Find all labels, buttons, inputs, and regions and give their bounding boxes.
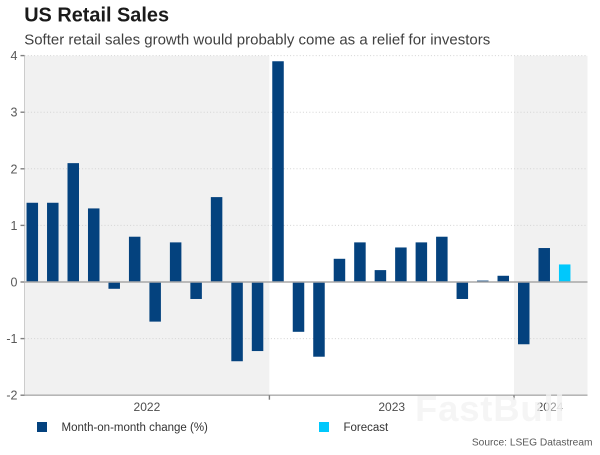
svg-text:2: 2 [11,162,18,176]
svg-text:0: 0 [11,276,18,290]
svg-text:FastBull: FastBull [415,388,565,429]
svg-text:-2: -2 [6,389,17,403]
svg-text:3: 3 [11,106,18,120]
svg-text:-1: -1 [6,332,17,346]
svg-text:Forecast: Forecast [344,422,390,434]
svg-text:Source: LSEG Datastream: Source: LSEG Datastream [472,438,593,449]
svg-text:2022: 2022 [134,400,161,414]
svg-text:Softer retail sales growth wou: Softer retail sales growth would probabl… [24,32,490,49]
svg-text:US Retail Sales: US Retail Sales [24,5,169,27]
svg-text:1: 1 [11,219,18,233]
svg-text:Month-on-month change (%): Month-on-month change (%) [62,422,209,434]
svg-text:2023: 2023 [378,400,405,414]
svg-text:4: 4 [11,49,18,63]
svg-text:2024: 2024 [537,400,564,414]
